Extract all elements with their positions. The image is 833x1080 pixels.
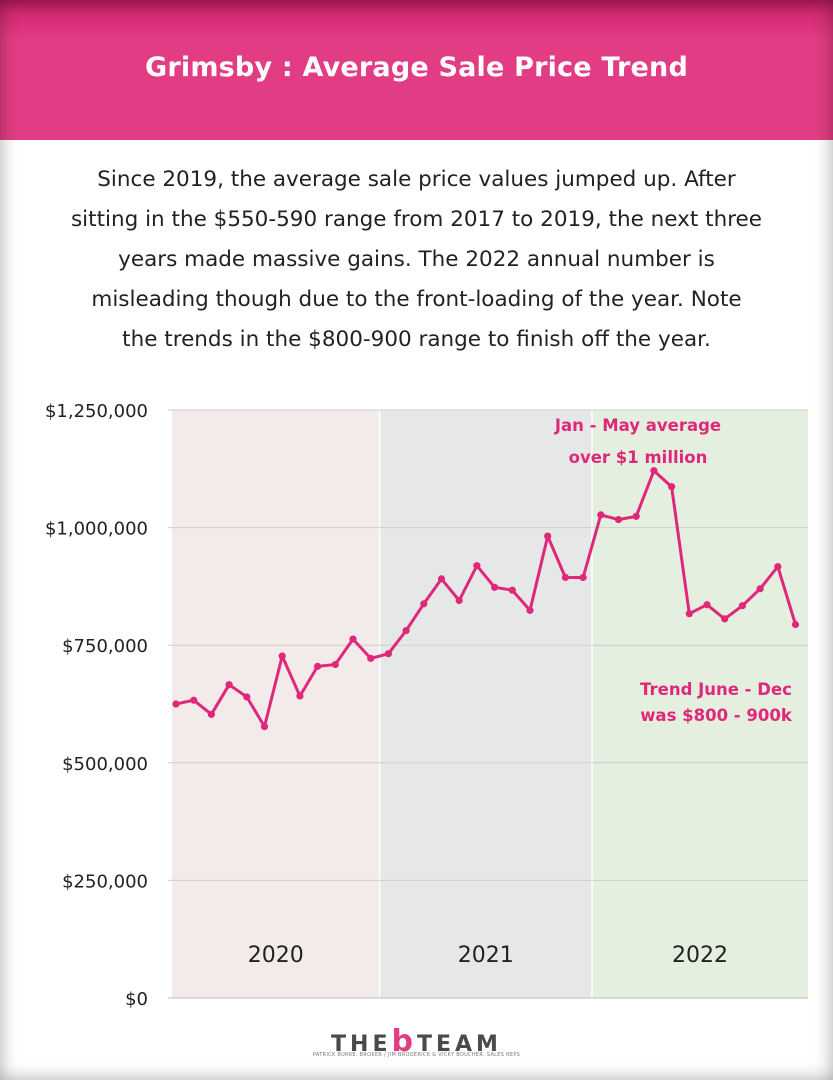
data-point <box>526 606 534 614</box>
data-point <box>774 563 782 571</box>
period-bands <box>172 410 808 998</box>
data-point <box>561 573 570 582</box>
intro-line: misleading though due to the front-loadi… <box>91 287 742 312</box>
year-label: 2020 <box>248 943 304 968</box>
data-point <box>349 635 357 643</box>
data-point <box>455 596 463 605</box>
data-point <box>738 602 747 610</box>
data-point <box>331 660 339 669</box>
data-point <box>420 600 428 608</box>
data-point <box>721 615 729 623</box>
data-point <box>632 512 640 520</box>
intro-line: years made massive gains. The 2022 annua… <box>118 247 715 272</box>
team-logo: THEbTEAM <box>0 1024 833 1059</box>
intro-line: sitting in the $550-590 range from 2017 … <box>70 207 763 232</box>
annotation-line: over $1 million <box>569 448 708 467</box>
y-tick-label: $0 <box>125 989 148 1010</box>
data-point <box>384 650 392 658</box>
period-band-2021 <box>379 410 592 998</box>
data-point <box>190 696 198 704</box>
y-axis-ticks: $0 $250,000 $500,000 $750,000 $1,000,000 $1,2… <box>45 401 148 1010</box>
period-band-2020 <box>172 410 380 998</box>
year-label: 2022 <box>672 943 728 968</box>
data-point <box>437 575 446 583</box>
header-banner: Grimsby : Average Sale Price Trend <box>0 0 833 140</box>
annotation-line: Trend June - Dec <box>640 680 792 699</box>
y-tick-label: $500,000 <box>62 754 148 775</box>
data-point <box>668 483 676 491</box>
data-point <box>544 532 552 540</box>
y-tick-label: $1,000,000 <box>45 519 148 540</box>
data-point <box>296 692 304 700</box>
data-point <box>685 610 693 618</box>
data-point <box>278 652 286 660</box>
data-point <box>614 516 623 524</box>
intro-line: Since 2019, the average sale price value… <box>97 167 736 192</box>
data-point <box>491 583 499 591</box>
data-point <box>314 662 322 670</box>
data-point <box>791 620 800 629</box>
y-tick-label: $750,000 <box>62 636 148 657</box>
annotation-line: Jan - May average <box>554 416 721 435</box>
intro-paragraph: Since 2019, the average sale price value… <box>30 160 803 360</box>
data-point <box>703 601 711 609</box>
data-point <box>172 700 180 708</box>
grid-lines <box>168 409 808 999</box>
chart-annotations: Jan - May average over $1 million Trend Ju… <box>554 416 793 725</box>
price-series <box>172 467 800 731</box>
data-point <box>579 573 587 582</box>
data-point <box>260 722 269 731</box>
data-point <box>597 511 605 519</box>
period-band-2022 <box>591 410 808 998</box>
price-trend-chart: $0 $250,000 $500,000 $750,000 $1,000,000 $1,2… <box>45 401 808 1010</box>
page-title: Grimsby : Average Sale Price Trend <box>144 52 689 83</box>
data-point <box>225 681 233 689</box>
data-point <box>756 585 764 593</box>
data-point <box>473 562 481 570</box>
logo-the: THE <box>331 1032 392 1057</box>
team-tagline: PATRICK BURKE, BROKER / JIM BRODERICK & … <box>312 1052 521 1058</box>
y-tick-label: $250,000 <box>62 871 148 892</box>
data-point <box>243 693 251 701</box>
data-point <box>207 710 215 718</box>
logo-team: TEAM <box>416 1032 502 1057</box>
data-point <box>367 654 375 662</box>
data-point <box>650 467 658 475</box>
annotation-line: was $800 - 900k <box>640 706 793 725</box>
logo-b: b <box>391 1024 417 1059</box>
year-label: 2021 <box>458 943 514 968</box>
year-labels: 2020 2021 2022 <box>248 943 728 968</box>
data-point <box>508 586 516 594</box>
y-tick-label: $1,250,000 <box>45 401 148 422</box>
data-point <box>402 627 410 635</box>
intro-line: the trends in the $800-900 range to fini… <box>122 327 711 352</box>
